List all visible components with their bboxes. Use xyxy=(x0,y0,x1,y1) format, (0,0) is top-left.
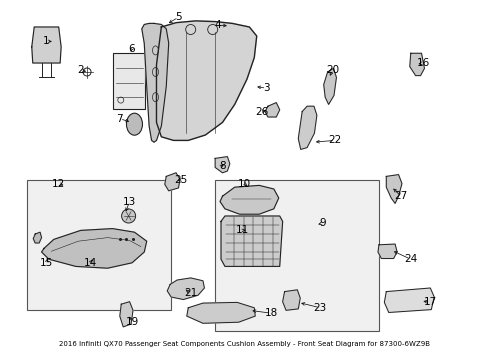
Text: 16: 16 xyxy=(415,58,429,68)
Text: 23: 23 xyxy=(313,303,326,313)
Polygon shape xyxy=(167,278,204,300)
Text: 12: 12 xyxy=(52,179,65,189)
Polygon shape xyxy=(164,173,180,191)
Polygon shape xyxy=(220,185,278,214)
Text: 26: 26 xyxy=(254,107,268,117)
Polygon shape xyxy=(298,106,316,149)
Polygon shape xyxy=(41,229,146,268)
Polygon shape xyxy=(142,23,168,142)
Text: 25: 25 xyxy=(174,175,187,185)
Text: 3: 3 xyxy=(263,83,269,93)
Polygon shape xyxy=(186,302,255,323)
Text: 4: 4 xyxy=(214,20,221,30)
Bar xyxy=(27,180,171,310)
Polygon shape xyxy=(33,232,41,243)
Text: 22: 22 xyxy=(327,135,341,145)
Bar xyxy=(215,180,378,331)
Text: 13: 13 xyxy=(122,197,136,207)
Text: 20: 20 xyxy=(325,65,338,75)
Text: 15: 15 xyxy=(40,258,53,268)
Polygon shape xyxy=(409,53,424,76)
Polygon shape xyxy=(377,244,396,258)
Polygon shape xyxy=(120,302,133,327)
Bar xyxy=(113,53,145,109)
Text: 11: 11 xyxy=(235,225,248,235)
Text: 2: 2 xyxy=(77,65,84,75)
Text: 5: 5 xyxy=(175,12,182,22)
Text: 21: 21 xyxy=(183,288,197,298)
Text: 18: 18 xyxy=(264,308,278,318)
Polygon shape xyxy=(282,290,300,310)
Text: 2016 Infiniti QX70 Passenger Seat Components Cushion Assembly - Front Seat Diagr: 2016 Infiniti QX70 Passenger Seat Compon… xyxy=(59,341,429,347)
Polygon shape xyxy=(264,103,279,117)
Text: 9: 9 xyxy=(319,218,325,228)
Polygon shape xyxy=(386,175,401,203)
Polygon shape xyxy=(384,288,433,312)
Polygon shape xyxy=(156,21,256,140)
Text: 6: 6 xyxy=(128,44,135,54)
Text: 1: 1 xyxy=(43,36,50,46)
Text: 8: 8 xyxy=(219,161,225,171)
Text: 24: 24 xyxy=(403,254,417,264)
Polygon shape xyxy=(323,68,336,104)
Text: 17: 17 xyxy=(423,297,436,307)
Polygon shape xyxy=(32,27,61,63)
Text: 10: 10 xyxy=(238,179,250,189)
Text: 14: 14 xyxy=(83,258,97,268)
Text: 19: 19 xyxy=(125,317,139,327)
Polygon shape xyxy=(215,157,229,173)
Text: 27: 27 xyxy=(393,191,407,201)
Circle shape xyxy=(122,209,135,223)
Text: 7: 7 xyxy=(116,114,123,124)
Ellipse shape xyxy=(126,113,142,135)
Polygon shape xyxy=(221,216,282,266)
